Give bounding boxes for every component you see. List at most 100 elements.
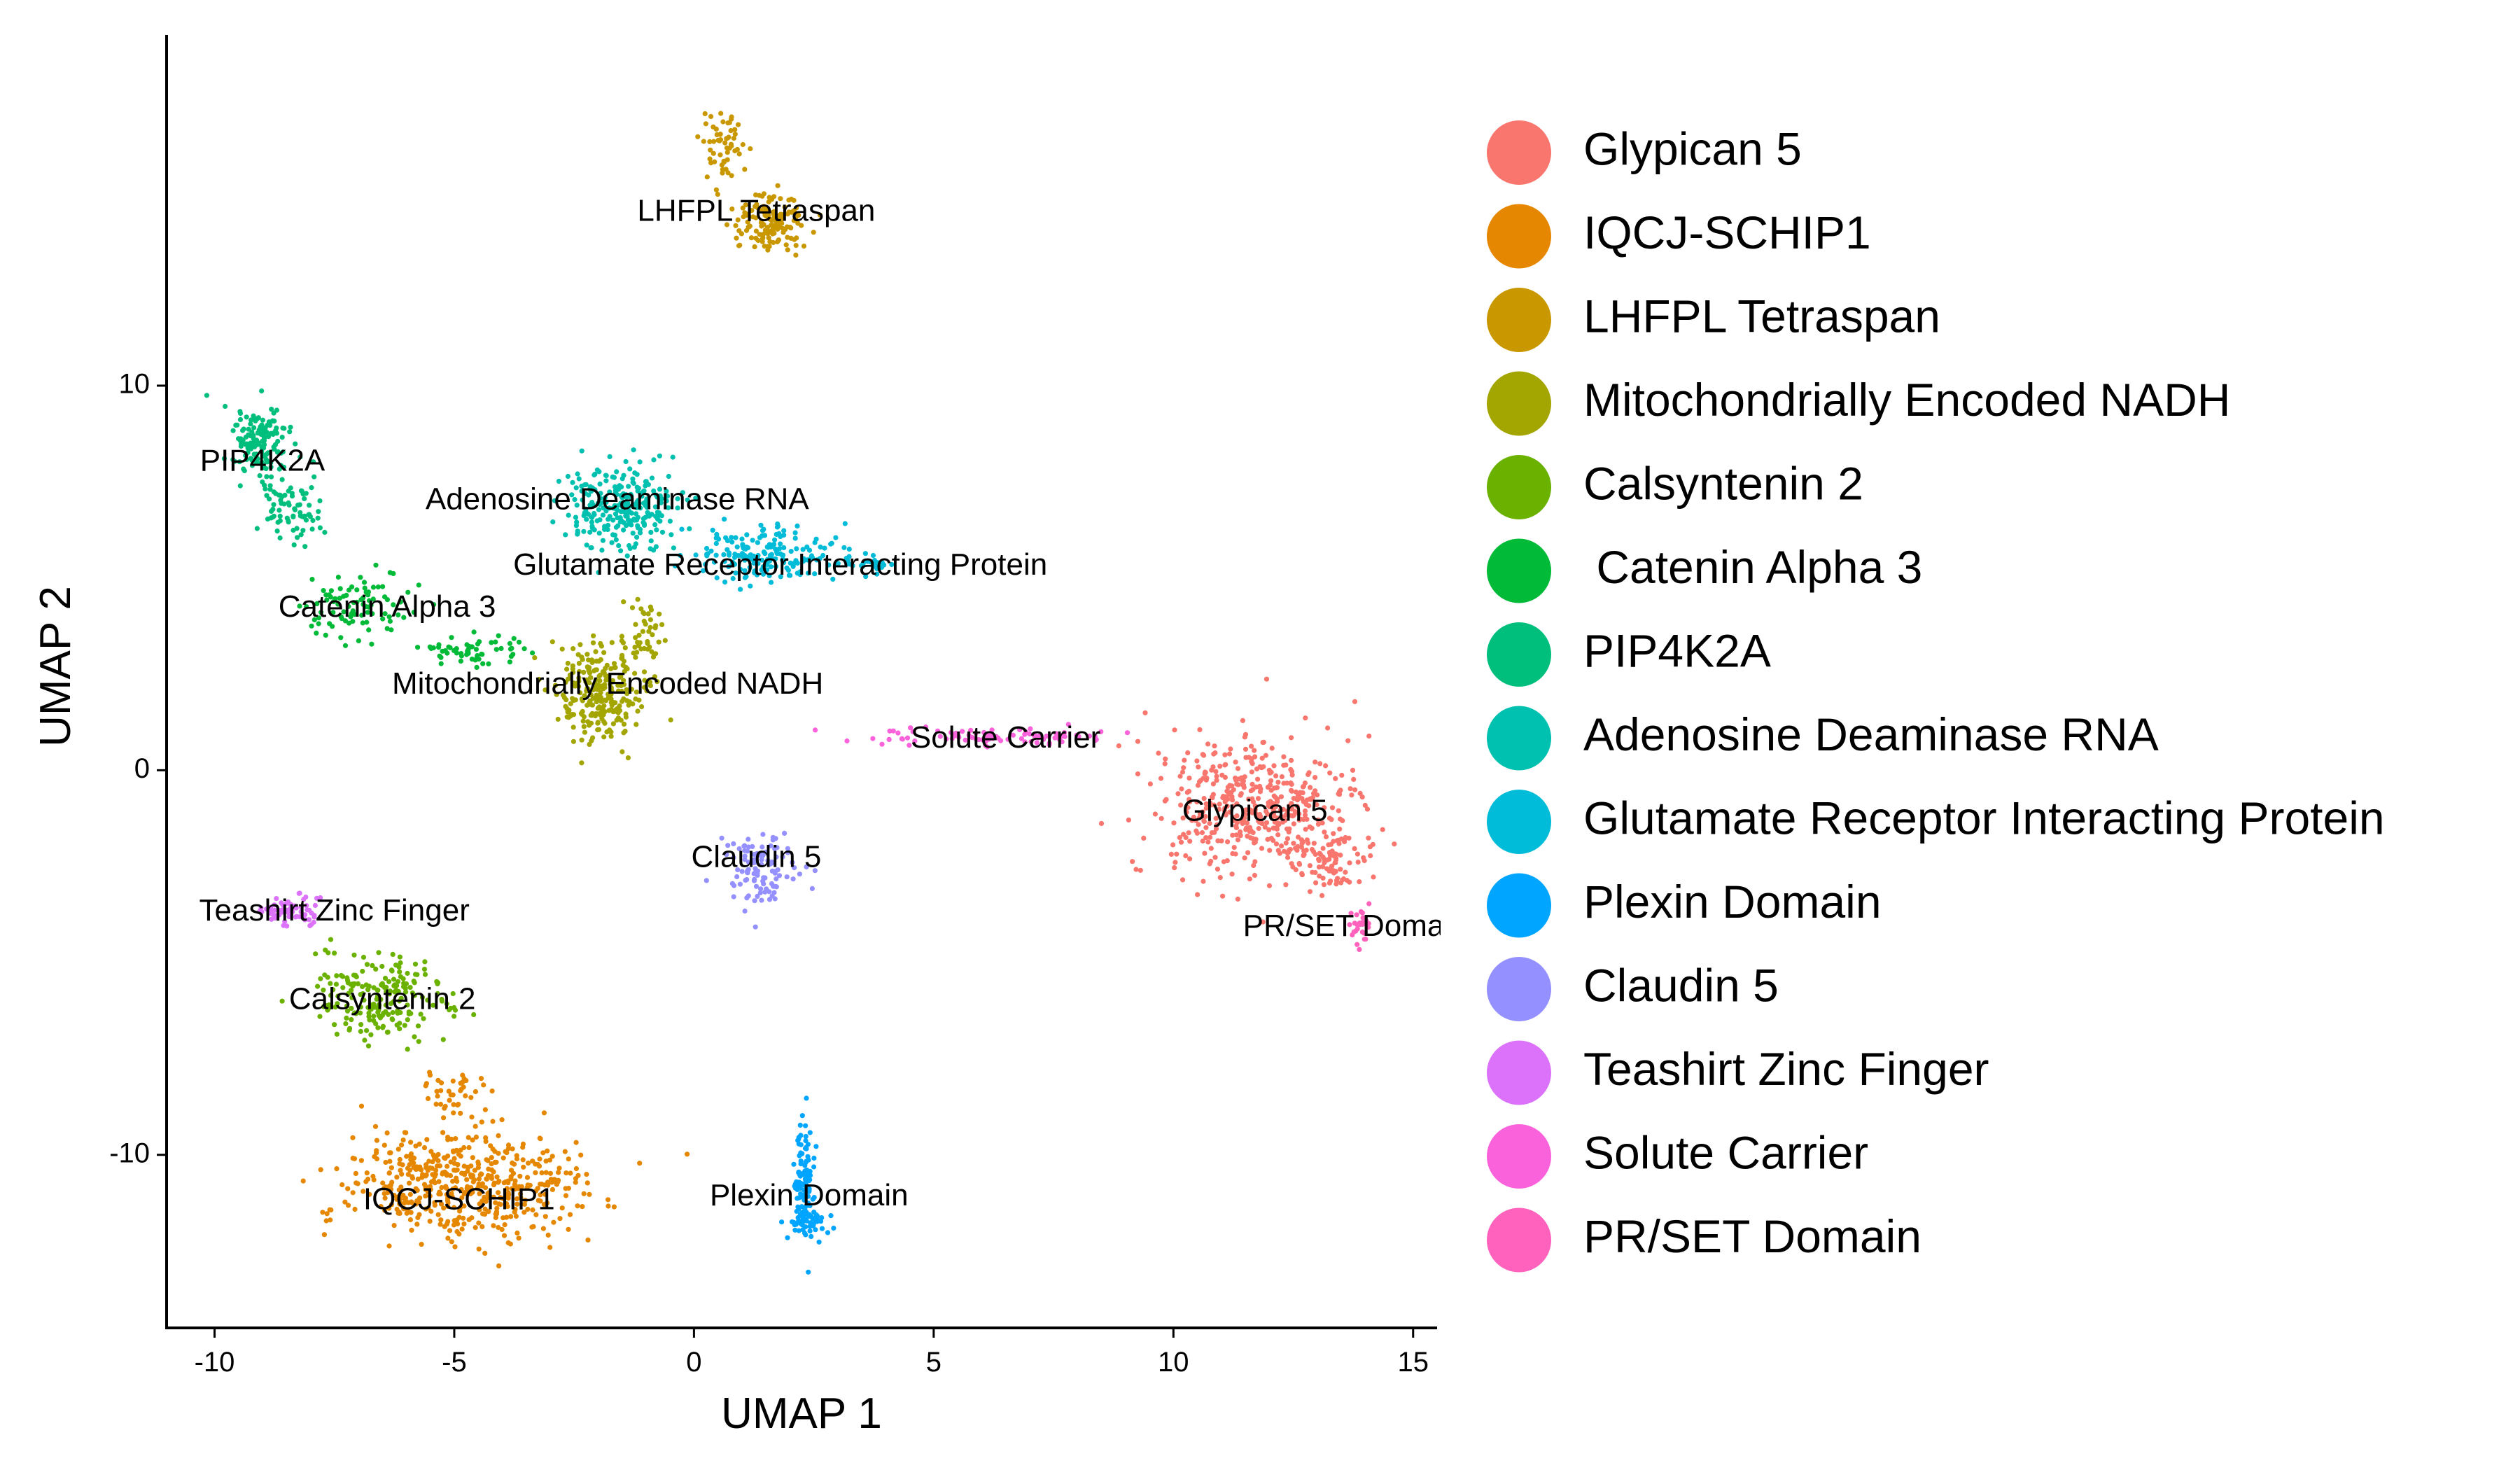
data-point (556, 1166, 562, 1171)
data-point (469, 1114, 475, 1120)
data-point (262, 482, 267, 488)
data-point (311, 459, 316, 465)
legend-label: IQCJ-SCHIP1 (1583, 206, 1871, 258)
data-point (586, 492, 592, 498)
data-point (472, 1124, 478, 1129)
data-point (811, 1155, 817, 1161)
data-point (223, 403, 228, 410)
data-point (402, 1023, 407, 1028)
data-point (1212, 750, 1218, 756)
data-point (204, 393, 209, 398)
data-point (483, 1139, 489, 1144)
data-point (1355, 860, 1361, 865)
legend-swatch (1487, 790, 1551, 854)
data-point (1278, 807, 1284, 813)
data-point (1284, 836, 1291, 841)
data-point (570, 724, 576, 730)
data-point (1186, 776, 1192, 781)
data-point (470, 1138, 475, 1143)
data-point (736, 151, 742, 157)
data-point (374, 996, 379, 1002)
data-point (474, 664, 479, 671)
data-point (639, 493, 645, 499)
data-point (653, 544, 659, 550)
data-point (1028, 738, 1034, 745)
data-point (899, 736, 905, 742)
data-point (505, 1190, 511, 1196)
data-point (358, 1103, 365, 1109)
data-point (743, 227, 750, 233)
data-point (780, 854, 785, 860)
data-point (501, 1233, 507, 1238)
data-point (568, 712, 574, 718)
data-point (742, 568, 748, 573)
data-point (575, 1203, 580, 1209)
data-point (651, 488, 657, 494)
data-point (654, 679, 660, 685)
data-point (759, 897, 764, 903)
data-point (795, 213, 801, 218)
data-point (511, 636, 517, 641)
data-point (554, 1182, 559, 1187)
data-point (424, 1172, 429, 1177)
data-point (766, 897, 773, 902)
data-point (612, 484, 618, 490)
data-point (1307, 889, 1313, 895)
data-point (619, 634, 625, 639)
data-point (630, 531, 636, 536)
data-point (1212, 830, 1217, 835)
data-point (615, 682, 621, 688)
data-point (1296, 834, 1301, 840)
data-point (794, 560, 800, 566)
data-point (591, 687, 596, 693)
data-point (400, 976, 406, 981)
data-point (760, 844, 765, 850)
data-point (1247, 829, 1252, 834)
data-point (390, 1009, 396, 1016)
data-point (1294, 804, 1300, 809)
data-point (435, 1158, 441, 1163)
data-point (358, 1028, 363, 1034)
data-point (1311, 841, 1317, 846)
data-point (806, 1200, 811, 1206)
data-point (708, 113, 714, 119)
data-point (785, 211, 790, 217)
legend-label: Glutamate Receptor Interacting Protein (1583, 792, 2385, 844)
data-point (438, 1222, 443, 1227)
y-tick-label: 10 (119, 369, 150, 400)
data-point (364, 620, 370, 625)
data-point (293, 441, 298, 447)
data-point (1279, 843, 1284, 849)
data-point (675, 505, 680, 511)
data-point (449, 635, 454, 640)
data-point (541, 1110, 547, 1116)
data-point (354, 1011, 359, 1016)
cluster-label: Catenin Alpha 3 (279, 589, 496, 624)
data-point (1233, 760, 1238, 765)
data-point (1273, 841, 1280, 847)
data-point (439, 998, 445, 1004)
data-point (388, 967, 395, 973)
data-point (645, 611, 651, 617)
data-point (309, 485, 314, 491)
data-point (432, 1200, 438, 1205)
data-point (1200, 838, 1205, 844)
data-point (792, 530, 798, 536)
data-point (448, 1005, 454, 1011)
data-point (1208, 846, 1214, 851)
data-point (460, 1079, 465, 1085)
data-point (742, 210, 748, 216)
data-point (436, 1191, 442, 1197)
data-point (382, 1186, 387, 1191)
data-point (408, 1140, 414, 1145)
data-point (517, 1191, 524, 1197)
data-point (427, 644, 433, 650)
data-point (580, 1204, 585, 1210)
legend-label: PIP4K2A (1583, 624, 1771, 676)
data-point (455, 1221, 461, 1226)
data-point (310, 517, 316, 524)
data-point (595, 727, 601, 733)
data-point (470, 1155, 475, 1161)
data-point (776, 237, 781, 243)
data-point (508, 1174, 514, 1180)
